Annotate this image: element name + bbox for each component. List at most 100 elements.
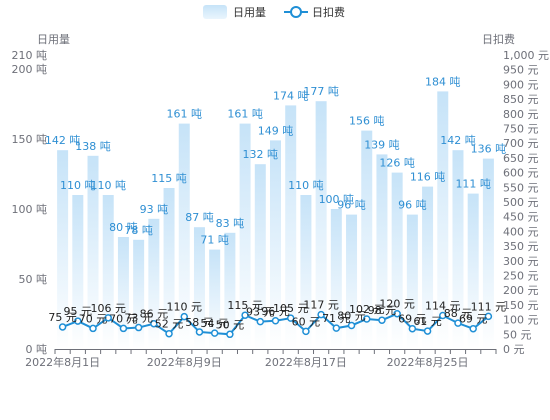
line-point[interactable]	[393, 309, 401, 318]
bar[interactable]	[270, 140, 281, 349]
line-point[interactable]	[378, 316, 386, 324]
bar[interactable]	[209, 249, 221, 349]
line-point[interactable]	[89, 324, 97, 333]
bar[interactable]	[117, 237, 129, 349]
legend-label-line[interactable]: 日扣费	[312, 5, 345, 19]
bar[interactable]	[300, 195, 312, 349]
bar[interactable]	[224, 232, 236, 349]
line-value-label: 80 元	[337, 309, 366, 322]
bar[interactable]	[102, 195, 114, 349]
bar[interactable]	[406, 214, 418, 349]
right-tick-label: 900 元	[503, 78, 539, 91]
line-point[interactable]	[286, 314, 295, 322]
line-value-label: 106 元	[90, 302, 126, 315]
bar[interactable]	[346, 214, 358, 349]
bar[interactable]	[57, 150, 69, 349]
line-point[interactable]	[362, 315, 371, 323]
bar[interactable]	[133, 239, 145, 349]
line-point[interactable]	[226, 330, 234, 339]
bar[interactable]	[482, 158, 494, 349]
bar[interactable]	[452, 150, 464, 349]
line-point[interactable]	[104, 314, 112, 322]
legend[interactable]: 日用量 日扣费	[203, 5, 345, 19]
bar[interactable]	[178, 123, 190, 349]
line-point[interactable]	[423, 327, 432, 335]
bar[interactable]	[422, 186, 434, 349]
line-point[interactable]	[58, 323, 67, 331]
line-point[interactable]	[180, 312, 189, 321]
bar[interactable]	[163, 188, 175, 349]
line-value-label: 86 元	[140, 308, 169, 321]
line-point[interactable]	[484, 312, 493, 321]
line-point[interactable]	[271, 317, 280, 325]
bar[interactable]	[467, 193, 479, 349]
line-point[interactable]	[439, 311, 447, 320]
bar[interactable]	[330, 209, 342, 349]
legend-label-bar[interactable]: 日用量	[233, 6, 266, 19]
line-point[interactable]	[347, 321, 356, 330]
legend-bar-swatch[interactable]	[203, 5, 227, 19]
right-tick-label: 1,000 元	[503, 49, 549, 62]
bar-value-label: 174 吨	[273, 89, 309, 102]
right-tick-label: 150 元	[503, 299, 539, 312]
line-value-label: 96 元	[261, 305, 290, 318]
bar[interactable]	[361, 130, 373, 349]
right-tick-label: 700 元	[503, 137, 539, 150]
line-value-label: 120 元	[379, 298, 415, 311]
bar-value-label: 96 吨	[337, 199, 366, 212]
left-axis-title: 日用量	[37, 33, 70, 46]
right-tick-label: 800 元	[503, 108, 539, 121]
line-point[interactable]	[195, 328, 204, 336]
bar-value-label: 142 吨	[440, 134, 476, 147]
bar[interactable]	[72, 195, 84, 349]
line-value-label: 111 元	[471, 300, 507, 313]
line-point[interactable]	[408, 324, 417, 333]
line-point[interactable]	[134, 323, 143, 332]
bar[interactable]	[285, 105, 297, 350]
right-tick-label: 950 元	[503, 64, 539, 77]
right-tick-label: 250 元	[503, 270, 539, 283]
line-value-label: 70 元	[109, 312, 138, 325]
bar-value-label: 184 吨	[425, 75, 461, 88]
line-point[interactable]	[469, 324, 477, 333]
bar-value-label: 126 吨	[379, 157, 415, 170]
line-point[interactable]	[241, 311, 249, 319]
bar[interactable]	[239, 123, 251, 349]
bar-value-label: 93 吨	[140, 203, 169, 216]
left-tick-label: 210 吨	[12, 49, 48, 62]
line-point[interactable]	[119, 324, 128, 333]
bar[interactable]	[376, 154, 388, 349]
line-value-label: 88 元	[444, 307, 473, 320]
bar[interactable]	[148, 218, 160, 349]
right-tick-label: 0 元	[503, 343, 525, 356]
line-value-label: 71 元	[322, 312, 351, 325]
line-point[interactable]	[150, 319, 158, 328]
bar[interactable]	[254, 164, 266, 349]
bar[interactable]	[437, 91, 449, 350]
legend-line-marker[interactable]	[290, 6, 302, 18]
line-point[interactable]	[74, 317, 82, 325]
right-tick-label: 200 元	[503, 284, 539, 297]
left-tick-label: 100 吨	[12, 203, 48, 216]
bar-value-label: 111 吨	[455, 178, 491, 191]
line-point[interactable]	[332, 324, 341, 332]
line-point[interactable]	[210, 329, 219, 337]
line-value-label: 60 元	[292, 315, 321, 328]
bar-value-label: 87 吨	[185, 211, 214, 224]
line-point[interactable]	[454, 319, 462, 327]
bar[interactable]	[193, 227, 205, 349]
line-value-label: 102 元	[349, 303, 385, 316]
line-value-label: 105 元	[273, 302, 309, 315]
line-point[interactable]	[256, 317, 265, 326]
line-point[interactable]	[165, 329, 173, 338]
line-point[interactable]	[317, 310, 325, 319]
bar[interactable]	[315, 101, 327, 349]
bar[interactable]	[391, 172, 403, 349]
bar[interactable]	[87, 155, 99, 349]
bar-value-label: 110 吨	[90, 179, 126, 192]
line-point[interactable]	[302, 327, 310, 336]
line-value-label: 93 元	[246, 306, 275, 319]
line-value-label: 50 元	[216, 318, 245, 331]
line-value-label: 58 元	[185, 316, 214, 329]
